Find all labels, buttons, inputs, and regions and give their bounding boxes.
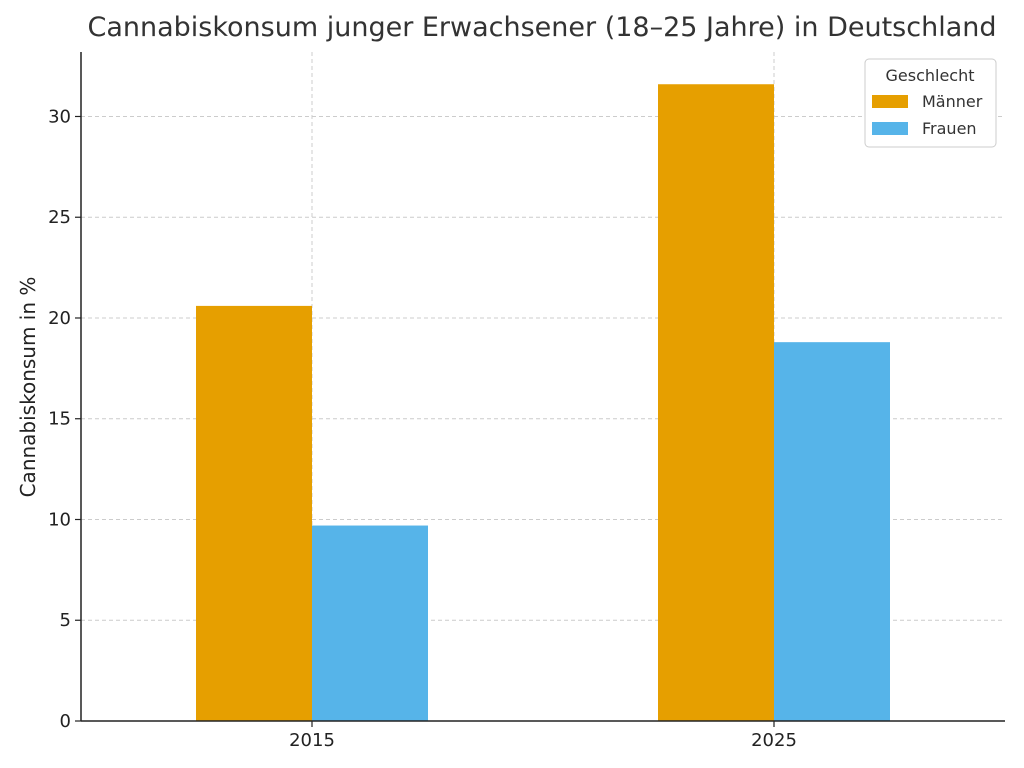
legend-label: Frauen xyxy=(922,119,977,138)
x-tick-label: 2015 xyxy=(289,730,335,751)
bar-frauen-2025 xyxy=(774,342,890,721)
y-tick-label: 20 xyxy=(48,308,71,329)
legend-label: Männer xyxy=(922,92,983,111)
legend-swatch xyxy=(872,122,908,135)
y-ticks: 0 5 10 15 20 25 30 xyxy=(48,106,81,732)
legend-title: Geschlecht xyxy=(885,66,974,85)
axes xyxy=(80,52,1005,722)
x-tick-label: 2025 xyxy=(751,730,797,751)
y-tick-label: 10 xyxy=(48,509,71,530)
chart-title: Cannabiskonsum junger Erwachsener (18–25… xyxy=(87,12,997,43)
x-ticks: 2015 2025 xyxy=(289,721,797,751)
y-tick-label: 0 xyxy=(60,711,71,732)
legend: Geschlecht Männer Frauen xyxy=(864,58,997,148)
bars xyxy=(196,84,890,721)
y-tick-label: 15 xyxy=(48,409,71,430)
bar-männer-2025 xyxy=(658,84,774,721)
y-axis-title: Cannabiskonsum in % xyxy=(16,277,40,498)
legend-swatch xyxy=(872,95,908,108)
y-tick-label: 30 xyxy=(48,106,71,127)
bar-frauen-2015 xyxy=(312,525,428,721)
y-tick-label: 25 xyxy=(48,207,71,228)
bar-männer-2015 xyxy=(196,305,312,721)
y-tick-label: 5 xyxy=(60,610,71,631)
